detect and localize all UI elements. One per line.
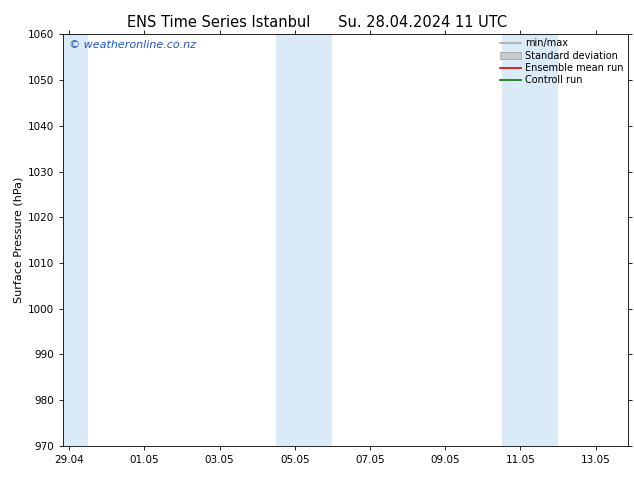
- Text: ENS Time Series Istanbul      Su. 28.04.2024 11 UTC: ENS Time Series Istanbul Su. 28.04.2024 …: [127, 15, 507, 30]
- Legend: min/max, Standard deviation, Ensemble mean run, Controll run: min/max, Standard deviation, Ensemble me…: [498, 36, 626, 87]
- Bar: [276, 34, 332, 446]
- Y-axis label: Surface Pressure (hPa): Surface Pressure (hPa): [14, 177, 24, 303]
- Text: © weatheronline.co.nz: © weatheronline.co.nz: [69, 41, 196, 50]
- Bar: [501, 34, 558, 446]
- Bar: [63, 34, 88, 446]
